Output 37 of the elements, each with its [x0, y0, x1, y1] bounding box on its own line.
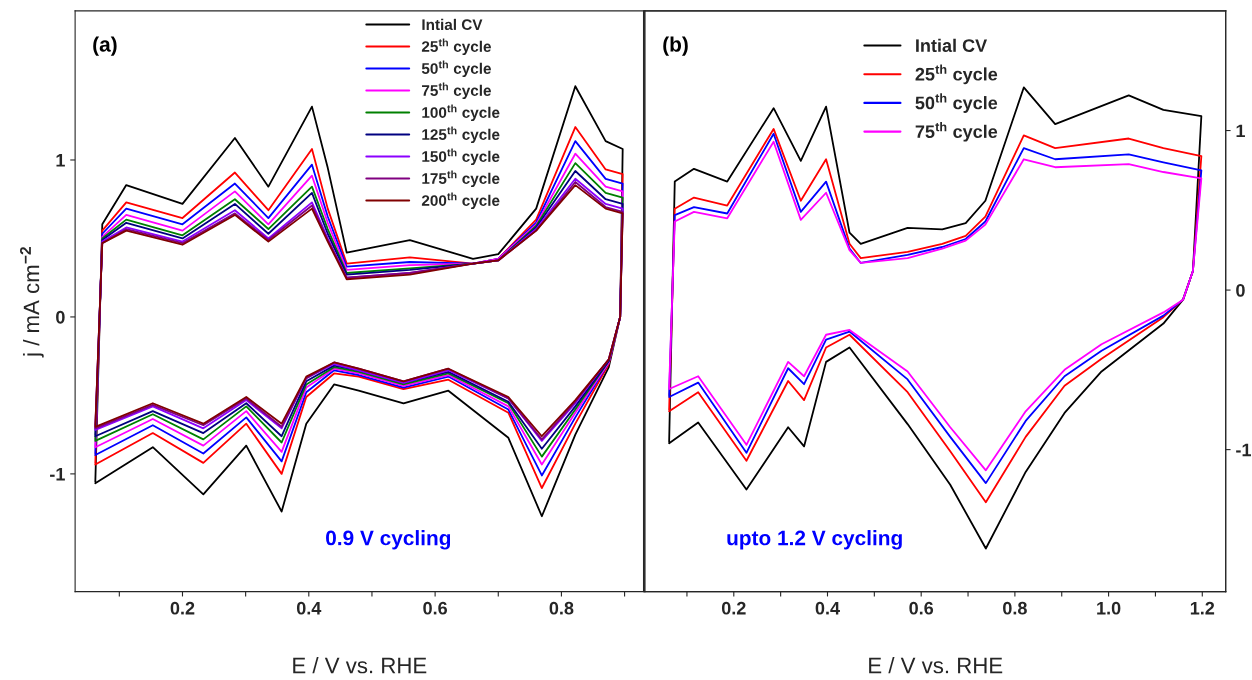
annotation: (a)	[93, 36, 117, 56]
legend-label: 75$^{th}$ cycle	[915, 122, 998, 142]
x-tick-label: 1.2	[1190, 601, 1215, 615]
x-tick-label: 0.6	[423, 601, 448, 615]
x-tick-label: 0.8	[1003, 601, 1027, 615]
legend-label: 50$^{th}$ cycle	[421, 60, 491, 77]
annotation: (b)	[663, 36, 688, 56]
x-axis-title: E / V vs. RHE	[293, 657, 427, 674]
legend-label: 25$^{th}$ cycle	[915, 64, 998, 85]
x-tick-label: 0.2	[170, 601, 195, 615]
x-tick-label: 0.8	[549, 601, 574, 615]
y-tick-label: 1	[56, 154, 65, 167]
annotation: upto 1.2 V cycling	[727, 530, 902, 550]
y2-tick-label: 1	[1236, 124, 1245, 138]
legend-label: 100$^{th}$ cycle	[422, 104, 500, 121]
annotation: 0.9 V cycling	[326, 530, 451, 550]
x-axis-title: E / V vs. RHE	[869, 657, 1003, 674]
legend-label: 125$^{th}$ cycle	[422, 126, 500, 143]
y2-tick-label: 0	[1236, 284, 1245, 297]
x-tick-label: 0.6	[909, 601, 934, 615]
legend-label: Intial CV	[422, 18, 483, 31]
x-tick-label: 0.2	[721, 601, 746, 615]
y2-tick-label: -1	[1236, 443, 1251, 457]
x-tick-label: 0.4	[815, 601, 840, 615]
legend-label: 50$^{th}$ cycle	[915, 93, 998, 113]
legend-label: 25$^{th}$ cycle	[421, 38, 491, 55]
legend-label: 75$^{th}$ cycle	[422, 82, 491, 99]
y-tick-label: 0	[56, 310, 65, 324]
legend-label: Intial CV	[916, 38, 988, 53]
y-tick-label: -1	[50, 468, 65, 481]
line-series	[668, 86, 1203, 550]
x-tick-label: 1.0	[1097, 601, 1121, 615]
y-axis-title: j / mA cm$^{−2}$	[20, 247, 44, 358]
legend-label: 150$^{th}$ cycle	[422, 148, 500, 165]
legend-label: 175$^{th}$ cycle	[422, 170, 500, 187]
legend-label: 200$^{th}$ cycle	[421, 192, 500, 209]
x-tick-label: 0.4	[296, 601, 322, 615]
